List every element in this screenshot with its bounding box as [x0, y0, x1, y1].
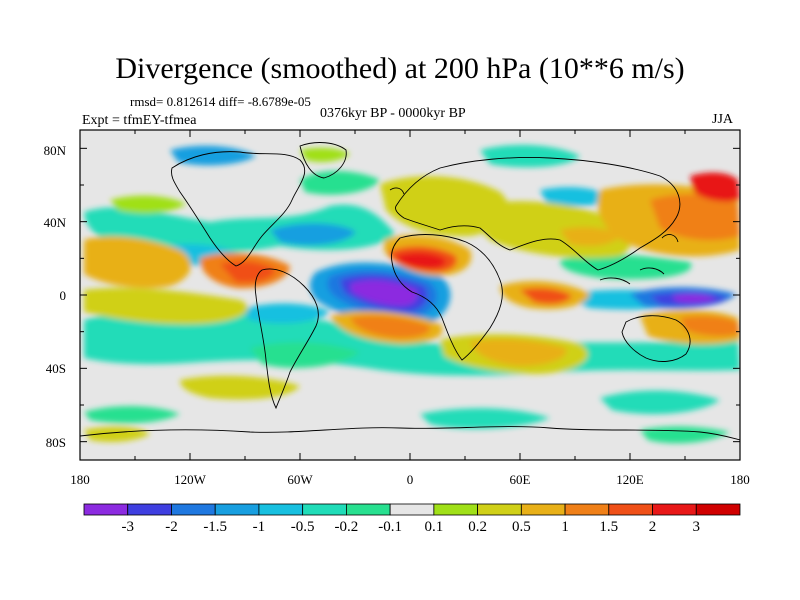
colorbar-label: -0.2	[334, 519, 359, 535]
colorbar-label: 0.5	[511, 519, 531, 535]
colorbar-swatch	[652, 503, 697, 516]
colorbar-label: 2	[648, 519, 657, 535]
field-region	[560, 254, 692, 280]
field-region	[420, 408, 550, 429]
field-region	[84, 236, 191, 289]
lat-label-0: 0	[59, 288, 67, 303]
map-title: Divergence (smoothed) at 200 hPa (10**6 …	[115, 52, 685, 85]
field-region	[560, 227, 620, 246]
field-region	[84, 426, 150, 442]
colorbar-swatch	[433, 503, 479, 516]
lat-label-80s: 80S	[45, 435, 66, 450]
coastline-africa	[391, 234, 503, 361]
field-region	[396, 252, 446, 269]
field-region	[220, 261, 276, 283]
colorbar-label: -2	[165, 519, 178, 535]
season-label: JJA	[712, 112, 734, 127]
field-region	[240, 303, 330, 324]
field-region	[170, 145, 256, 166]
field-region	[540, 187, 612, 207]
colorbar-swatch	[258, 503, 304, 516]
field-region	[84, 406, 180, 424]
field-region	[470, 339, 567, 366]
coastline-north-america	[171, 151, 306, 267]
colorbar-label: 0.1	[424, 519, 444, 535]
field-region	[110, 195, 186, 214]
colorbar-label: 1	[561, 519, 569, 535]
colorbar	[83, 503, 741, 516]
field-region	[680, 315, 740, 337]
colorbar-swatch	[477, 503, 522, 516]
colorbar-label: -1.5	[203, 519, 228, 535]
colorbar-swatch	[171, 503, 216, 516]
colorbar-swatch	[520, 503, 566, 516]
coastline-eurasia	[395, 157, 681, 271]
coastline-australia	[621, 315, 691, 362]
colorbar-swatch	[345, 503, 391, 516]
colorbar-label: -0.1	[378, 519, 402, 535]
axis-ticks	[79, 130, 741, 460]
colorbar-swatch	[564, 503, 610, 516]
field-region	[650, 194, 740, 241]
lon-label-180e: 180	[730, 472, 750, 487]
coastline-antarctica	[80, 426, 740, 441]
coastline-greenland	[299, 142, 347, 179]
colorbar-label: 0.2	[468, 519, 487, 535]
field-region	[672, 293, 716, 303]
field-region	[270, 223, 356, 246]
field-region	[690, 172, 740, 202]
field-region	[600, 390, 720, 415]
lat-label-40n: 40N	[43, 215, 66, 230]
field-region	[520, 288, 572, 304]
lat-label-40s: 40S	[45, 361, 66, 376]
colorbar-label: 1.5	[599, 519, 619, 535]
field-region	[180, 375, 300, 400]
lat-label-80n: 80N	[43, 143, 66, 158]
lon-label-120e: 120E	[616, 472, 644, 487]
lon-label-60e: 60E	[509, 472, 531, 487]
coastline-islands	[389, 187, 679, 285]
colorbar-swatch	[389, 503, 435, 516]
divergence-field	[84, 144, 740, 444]
colorbar-swatch	[127, 503, 172, 516]
lon-label-60w: 60W	[287, 472, 313, 487]
field-region	[350, 315, 431, 338]
colorbar-label: -3	[121, 519, 134, 535]
experiment-label: Expt = tfmEY-tfmea	[82, 113, 197, 128]
colorbar-label: -1	[252, 519, 266, 535]
field-region	[84, 287, 248, 325]
coastlines	[80, 142, 740, 441]
period-label: 0376kyr BP - 0000kyr BP	[320, 106, 466, 121]
lon-label-180w: 180	[70, 472, 90, 487]
colorbar-swatch	[695, 503, 741, 516]
lon-label-120w: 120W	[174, 472, 206, 487]
field-region	[250, 342, 360, 368]
colorbar-swatch	[302, 503, 347, 516]
colorbar-label: 3	[692, 519, 701, 535]
field-region	[480, 144, 580, 168]
coastline-south-america	[254, 268, 319, 410]
lon-label-0: 0	[406, 472, 414, 487]
colorbar-swatch	[608, 503, 653, 516]
colorbar-label: -0.5	[290, 519, 315, 535]
field-region	[350, 280, 418, 306]
stats-text: rmsd= 0.812614 diff= -8.6789e-05	[130, 94, 311, 109]
field-region	[300, 147, 350, 162]
colorbar-swatch	[214, 503, 260, 516]
colorbar-swatch	[83, 503, 129, 516]
